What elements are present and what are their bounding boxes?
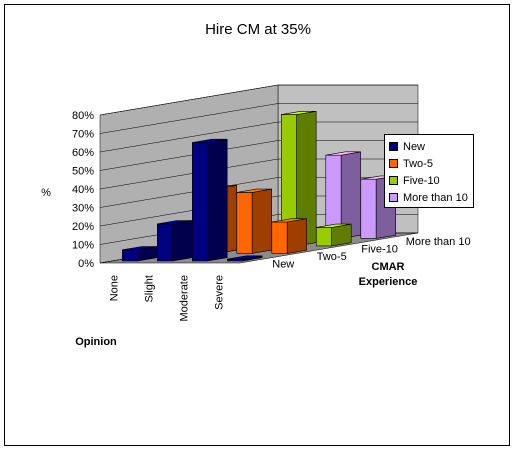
bar: [122, 246, 158, 262]
bar-top: [325, 151, 361, 156]
bar: [236, 188, 273, 254]
z-axis-label-line1: CMAR: [372, 261, 405, 273]
legend: New Two-5 Five-10 More than 10: [384, 134, 474, 208]
bar-side: [251, 188, 273, 254]
y-tick-label: 40%: [72, 184, 94, 196]
legend-swatch: [389, 176, 398, 185]
bar-front: [236, 192, 253, 254]
legend-label: New: [403, 140, 426, 153]
chart-title: Hire CM at 35%: [205, 21, 311, 38]
bar: [157, 220, 193, 262]
legend-label: Two-5: [403, 157, 433, 170]
y-tick-label: 20%: [72, 221, 94, 233]
bar-top: [192, 138, 228, 143]
legend-item: New: [389, 138, 469, 155]
x-tick-label: Moderate: [179, 275, 191, 321]
depth-tick-label: Two-5: [317, 251, 347, 263]
x-tick-label: None: [109, 275, 121, 301]
legend-swatch: [389, 142, 398, 151]
bar-top: [227, 255, 263, 260]
bar-top: [157, 220, 193, 225]
y-tick-label: 30%: [72, 203, 94, 215]
depth-tick-label: More than 10: [406, 236, 471, 248]
gridline: [99, 140, 418, 171]
bar-top: [236, 188, 272, 193]
bar-front: [315, 227, 333, 247]
y-tick-label: 10%: [72, 240, 94, 252]
y-tick-label: 80%: [72, 110, 94, 122]
legend-item: More than 10: [389, 189, 469, 206]
legend-label: More than 10: [403, 191, 468, 204]
x-tick-label: Severe: [214, 275, 226, 310]
legend-item: Two-5: [389, 155, 469, 172]
bar-front: [122, 249, 138, 262]
y-tick-label: 70%: [72, 129, 94, 141]
legend-item: Five-10: [389, 172, 469, 189]
depth-tick-label: New: [272, 258, 294, 270]
x-tick-label: Slight: [144, 275, 156, 303]
bar: [280, 110, 317, 247]
bar-front: [157, 223, 173, 262]
bar: [227, 255, 263, 262]
bar: [192, 138, 228, 262]
bar-front: [360, 178, 377, 239]
legend-swatch: [389, 193, 398, 202]
bar-side: [331, 223, 352, 247]
bar-side: [286, 218, 308, 254]
bar-side: [172, 220, 193, 262]
bar: [315, 223, 352, 247]
y-tick-label: 60%: [72, 147, 94, 159]
y-axis-label: %: [41, 187, 51, 199]
gridline: [99, 84, 418, 116]
legend-label: Five-10: [403, 174, 440, 187]
depth-tick-label: Five-10: [361, 243, 398, 255]
bar-top: [271, 218, 307, 223]
gridline: [99, 121, 418, 153]
bar-side: [207, 138, 228, 262]
gridline: [99, 158, 418, 190]
y-tick-label: 0%: [78, 258, 94, 270]
y-tick-label: 50%: [72, 166, 94, 178]
legend-swatch: [389, 159, 398, 168]
bar-front: [192, 142, 208, 262]
z-axis-label-line2: Experience: [359, 276, 418, 288]
x-axis-label: Opinion: [75, 336, 117, 348]
bar-top: [122, 246, 158, 251]
bar: [325, 151, 362, 239]
bar-top: [281, 111, 317, 115]
gridline: [99, 103, 418, 134]
bar-top: [316, 223, 352, 228]
bar-front: [271, 221, 288, 254]
bar: [271, 218, 308, 254]
